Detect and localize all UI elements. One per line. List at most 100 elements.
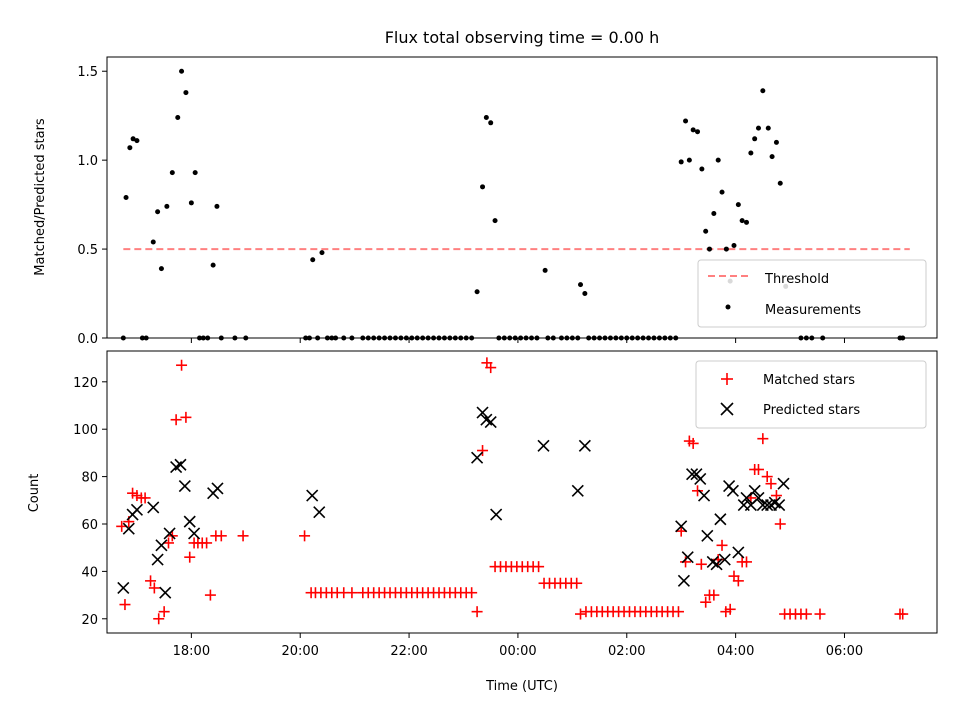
predicted-star-point bbox=[697, 489, 711, 502]
top-y-axis: 0.0 0.5 1.0 1.5 bbox=[77, 65, 107, 347]
figure-title: Flux total observing time = 0.00 h bbox=[385, 28, 660, 47]
measurement-point bbox=[169, 170, 175, 176]
matched-star-point bbox=[119, 599, 131, 611]
matched-star-point bbox=[533, 561, 545, 573]
matched-legend-label: Matched stars bbox=[763, 373, 855, 388]
top-legend-box bbox=[697, 259, 927, 328]
top-axes-frame bbox=[106, 56, 938, 339]
measurement-point bbox=[731, 243, 737, 249]
matched-star-point bbox=[687, 437, 699, 449]
matched-star-point bbox=[695, 558, 707, 570]
measurements-legend-label: Measurements bbox=[765, 303, 861, 318]
measurement-point bbox=[777, 180, 783, 186]
matched-star-point bbox=[692, 485, 704, 497]
matched-star-point bbox=[170, 414, 182, 426]
measurement-point bbox=[492, 218, 498, 224]
predicted-star-point bbox=[122, 522, 135, 535]
predicted-star-point bbox=[726, 484, 739, 497]
matched-star-point bbox=[774, 518, 786, 530]
predicted-star-point bbox=[490, 508, 503, 521]
measurement-point bbox=[723, 246, 729, 252]
bottom-xtick-label: 04:00 bbox=[717, 644, 754, 659]
bottom-ytick-label: 40 bbox=[81, 565, 98, 580]
predicted-star-point bbox=[732, 546, 745, 559]
predicted-star-point bbox=[701, 529, 714, 542]
predicted-legend-label: Predicted stars bbox=[763, 403, 860, 418]
matched-star-point bbox=[346, 587, 358, 599]
matched-star-point bbox=[716, 539, 728, 551]
matched-star-point bbox=[485, 362, 497, 374]
measurement-point bbox=[690, 127, 696, 133]
matched-star-point bbox=[752, 463, 764, 475]
matched-star-point bbox=[139, 492, 151, 504]
predicted-star-point bbox=[471, 451, 484, 464]
matched-star-point bbox=[700, 596, 712, 608]
predicted-star-point bbox=[675, 520, 688, 533]
bottom-xtick-label: 00:00 bbox=[499, 644, 536, 659]
predicted-star-point bbox=[188, 527, 201, 540]
measurement-point bbox=[678, 159, 684, 165]
predicted-star-point bbox=[677, 574, 690, 587]
measurement-point bbox=[474, 289, 480, 295]
predicted-star-point bbox=[752, 491, 765, 504]
matched-star-point bbox=[732, 575, 744, 587]
top-ytick-label: 1.0 bbox=[77, 154, 98, 169]
predicted-star-point bbox=[211, 482, 224, 495]
matched-star-point bbox=[145, 575, 157, 587]
matched-star-point bbox=[741, 556, 753, 568]
matched-star-point bbox=[299, 530, 311, 542]
measurement-point bbox=[158, 266, 164, 272]
predicted-star-point bbox=[537, 439, 550, 452]
matched-star-point bbox=[466, 587, 478, 599]
measurement-point bbox=[214, 203, 220, 209]
matched-star-point bbox=[148, 582, 160, 594]
measurement-point bbox=[483, 114, 489, 120]
predicted-star-point bbox=[718, 553, 731, 566]
measurement-point bbox=[127, 145, 133, 151]
matched-star-point bbox=[237, 530, 249, 542]
matched-star-point bbox=[814, 608, 826, 620]
measurement-point bbox=[134, 138, 140, 144]
predicted-star-point bbox=[313, 506, 326, 519]
measurement-point bbox=[760, 88, 766, 94]
measurement-point bbox=[703, 228, 709, 234]
measurement-point bbox=[755, 125, 761, 131]
measurement-point bbox=[773, 139, 779, 145]
measurement-point bbox=[748, 150, 754, 156]
matched-star-point bbox=[897, 608, 909, 620]
bottom-ytick-label: 80 bbox=[81, 471, 98, 486]
matched-star-point bbox=[800, 608, 812, 620]
measurement-point bbox=[130, 136, 136, 142]
bottom-xtick-label: 06:00 bbox=[826, 644, 863, 659]
bottom-xtick-label: 22:00 bbox=[390, 644, 427, 659]
matched-legend-swatch bbox=[721, 373, 733, 385]
bottom-y-axis: 20 40 60 80 100 120 bbox=[73, 376, 107, 628]
predicted-star-point bbox=[686, 468, 699, 481]
predicted-star-point bbox=[151, 553, 164, 566]
predicted-star-point bbox=[476, 406, 489, 419]
measurement-point bbox=[719, 189, 725, 195]
measurement-point bbox=[179, 68, 185, 74]
measurement-point bbox=[192, 170, 198, 176]
matched-star-point bbox=[204, 589, 216, 601]
predicted-star-point bbox=[694, 472, 707, 486]
measurement-point bbox=[155, 209, 161, 215]
measurements-legend-swatch bbox=[725, 304, 731, 310]
matched-star-point bbox=[471, 606, 483, 618]
measurement-point bbox=[769, 154, 775, 160]
bottom-legend: Matched stars Predicted stars bbox=[695, 360, 927, 429]
predicted-star-point bbox=[174, 458, 187, 471]
predicted-star-point bbox=[710, 558, 723, 571]
measurement-point bbox=[188, 200, 194, 206]
top-ytick-label: 0.0 bbox=[77, 332, 98, 347]
measurement-point bbox=[578, 282, 584, 288]
measurement-point bbox=[164, 203, 170, 209]
top-legend: Threshold Measurements bbox=[697, 259, 927, 328]
bottom-x-axis: 18:00 20:00 22:00 00:00 02:00 04:00 06:00 bbox=[173, 633, 863, 659]
predicted-star-point bbox=[178, 480, 191, 493]
measurement-point bbox=[683, 118, 689, 124]
top-ytick-label: 0.5 bbox=[77, 243, 98, 258]
measurement-point bbox=[319, 250, 325, 256]
top-panel: 0.0 0.5 1.0 1.5 Matched/Predicted stars Thr… bbox=[33, 56, 938, 347]
